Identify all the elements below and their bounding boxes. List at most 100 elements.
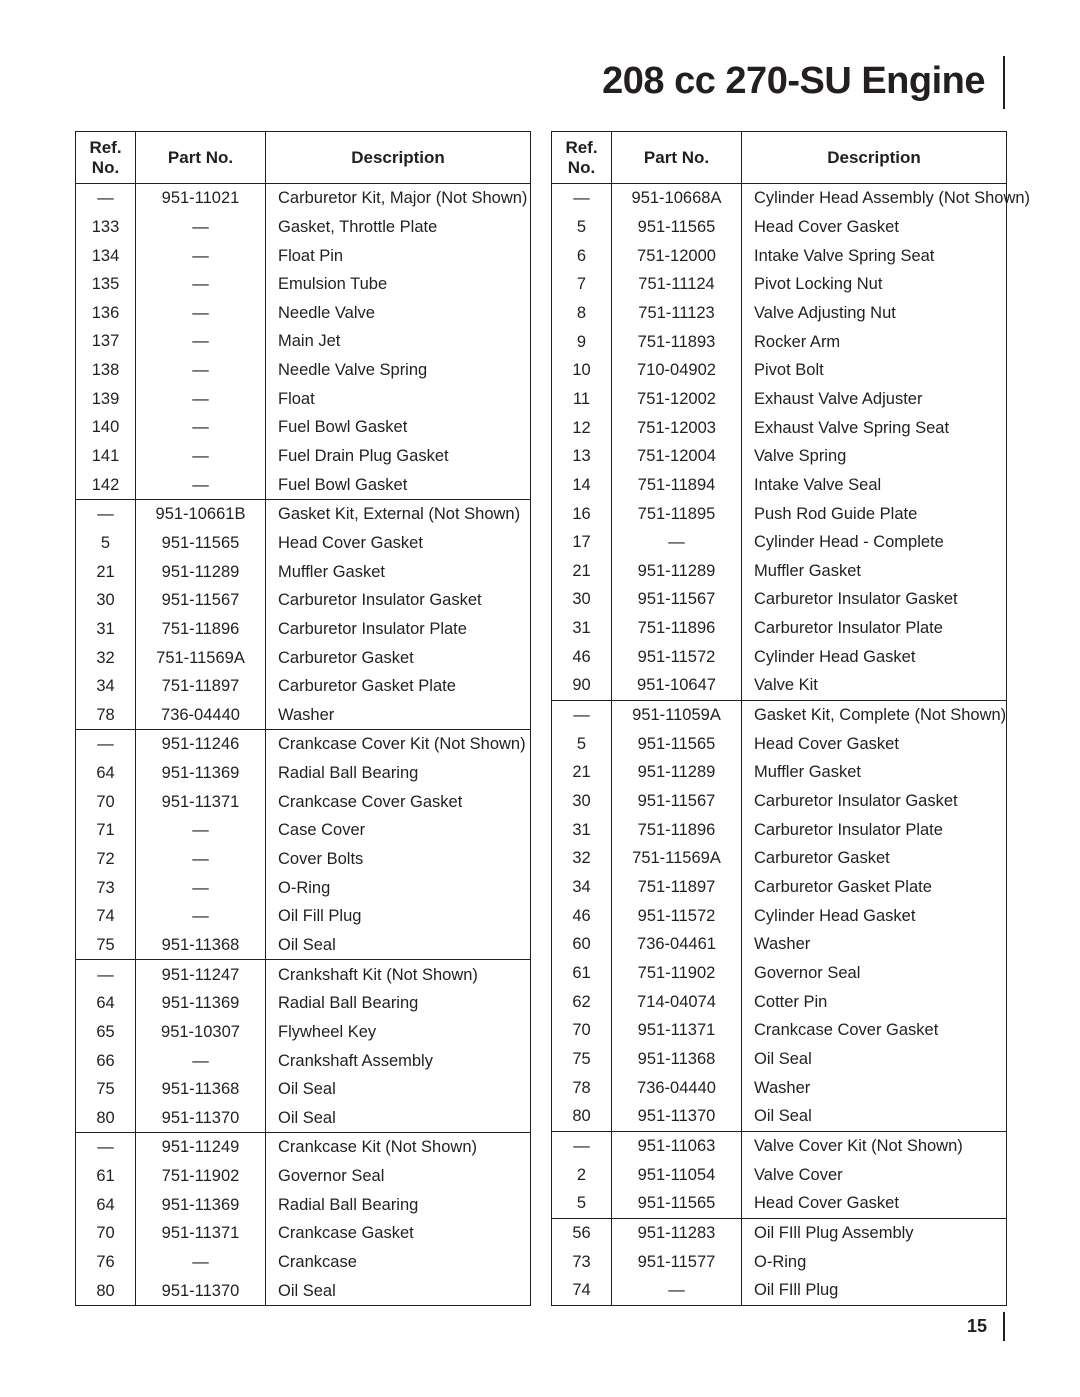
table-row: 62714-04074Cotter Pin — [552, 987, 1007, 1016]
cell-part: 751-11893 — [612, 327, 742, 356]
cell-part: 736-04461 — [612, 930, 742, 959]
cell-desc: Washer — [742, 1073, 1007, 1102]
table-row: 21951-11289Muffler Gasket — [552, 758, 1007, 787]
table-row: 133—Gasket, Throttle Plate — [76, 213, 531, 242]
cell-part: — — [136, 816, 266, 845]
cell-part: — — [136, 1046, 266, 1075]
cell-part: 951-11371 — [136, 1219, 266, 1248]
cell-desc: Cover Bolts — [266, 845, 531, 874]
cell-desc: Crankcase Cover Gasket — [266, 788, 531, 817]
cell-desc: Gasket Kit, Complete (Not Shown) — [742, 700, 1007, 729]
cell-desc: Exhaust Valve Spring Seat — [742, 413, 1007, 442]
table-row: 139—Float — [76, 385, 531, 414]
cell-part: 951-11572 — [612, 643, 742, 672]
cell-ref: 10 — [552, 356, 612, 385]
cell-ref: 76 — [76, 1248, 136, 1277]
page: 208 cc 270-SU Engine Ref.No.Part No.Desc… — [0, 0, 1080, 1397]
table-row: 141—Fuel Drain Plug Gasket — [76, 442, 531, 471]
cell-desc: Carburetor Insulator Gasket — [742, 787, 1007, 816]
cell-ref: 34 — [552, 873, 612, 902]
table-row: 34751-11897Carburetor Gasket Plate — [552, 873, 1007, 902]
cell-ref: 12 — [552, 413, 612, 442]
cell-part: 951-11247 — [136, 960, 266, 989]
table-row: 8751-11123Valve Adjusting Nut — [552, 299, 1007, 328]
cell-desc: Intake Valve Seal — [742, 471, 1007, 500]
cell-part: — — [136, 902, 266, 931]
cell-desc: Radial Ball Bearing — [266, 989, 531, 1018]
cell-desc: Fuel Bowl Gasket — [266, 471, 531, 500]
cell-ref: 61 — [76, 1162, 136, 1191]
cell-part: 751-11569A — [136, 643, 266, 672]
table-row: —951-11246Crankcase Cover Kit (Not Shown… — [76, 730, 531, 759]
cell-desc: Valve Adjusting Nut — [742, 299, 1007, 328]
table-row: 13751-12004Valve Spring — [552, 442, 1007, 471]
table-row: 32751-11569ACarburetor Gasket — [552, 844, 1007, 873]
cell-ref: — — [552, 184, 612, 213]
cell-ref: 80 — [76, 1276, 136, 1305]
table-row: —951-11247Crankshaft Kit (Not Shown) — [76, 960, 531, 989]
cell-part: 736-04440 — [136, 701, 266, 730]
cell-desc: Radial Ball Bearing — [266, 759, 531, 788]
cell-part: — — [136, 299, 266, 328]
cell-desc: Carburetor Kit, Major (Not Shown) — [266, 184, 531, 213]
table-row: 78736-04440Washer — [76, 701, 531, 730]
cell-ref: 7 — [552, 270, 612, 299]
cell-ref: — — [76, 1133, 136, 1162]
cell-desc: Needle Valve — [266, 299, 531, 328]
cell-ref: 78 — [552, 1073, 612, 1102]
cell-ref: 16 — [552, 499, 612, 528]
cell-desc: Head Cover Gasket — [742, 1189, 1007, 1218]
cell-part: — — [136, 213, 266, 242]
table-row: 80951-11370Oil Seal — [76, 1104, 531, 1133]
cell-ref: 71 — [76, 816, 136, 845]
cell-ref: 13 — [552, 442, 612, 471]
cell-ref: 5 — [552, 1189, 612, 1218]
cell-part: 951-11567 — [136, 586, 266, 615]
table-row: 5951-11565Head Cover Gasket — [76, 529, 531, 558]
cell-part: — — [136, 442, 266, 471]
cell-ref: 14 — [552, 471, 612, 500]
table-row: 76—Crankcase — [76, 1248, 531, 1277]
cell-ref: 136 — [76, 299, 136, 328]
cell-desc: Head Cover Gasket — [266, 529, 531, 558]
cell-ref: 17 — [552, 528, 612, 557]
cell-ref: 30 — [552, 787, 612, 816]
cell-desc: Muffler Gasket — [742, 557, 1007, 586]
parts-table-right: Ref.No.Part No.Description—951-10668ACyl… — [551, 131, 1007, 1306]
cell-part: 951-11577 — [612, 1247, 742, 1276]
table-row: 137—Main Jet — [76, 327, 531, 356]
table-row: 75951-11368Oil Seal — [76, 931, 531, 960]
cell-desc: Head Cover Gasket — [742, 730, 1007, 759]
cell-desc: Pivot Bolt — [742, 356, 1007, 385]
cell-desc: Carburetor Gasket Plate — [266, 672, 531, 701]
cell-desc: Needle Valve Spring — [266, 356, 531, 385]
cell-ref: 30 — [76, 586, 136, 615]
cell-part: 751-12000 — [612, 241, 742, 270]
cell-ref: 66 — [76, 1046, 136, 1075]
cell-part: — — [136, 385, 266, 414]
cell-desc: Carburetor Insulator Plate — [742, 614, 1007, 643]
cell-part: 951-11565 — [612, 1189, 742, 1218]
table-row: 78736-04440Washer — [552, 1073, 1007, 1102]
table-row: 71—Case Cover — [76, 816, 531, 845]
cell-ref: 60 — [552, 930, 612, 959]
cell-part: 751-11897 — [136, 672, 266, 701]
cell-part: — — [136, 1248, 266, 1277]
cell-ref: 140 — [76, 413, 136, 442]
table-row: 75951-11368Oil Seal — [552, 1045, 1007, 1074]
cell-part: — — [136, 241, 266, 270]
cell-part: 951-11567 — [612, 585, 742, 614]
cell-part: 951-11369 — [136, 1191, 266, 1220]
page-number: 15 — [967, 1316, 1005, 1337]
cell-ref: 141 — [76, 442, 136, 471]
cell-desc: Valve Cover Kit (Not Shown) — [742, 1131, 1007, 1160]
cell-ref: 32 — [552, 844, 612, 873]
cell-ref: 21 — [76, 557, 136, 586]
cell-ref: 74 — [552, 1276, 612, 1306]
cell-desc: Pivot Locking Nut — [742, 270, 1007, 299]
table-row: 31751-11896Carburetor Insulator Plate — [552, 614, 1007, 643]
cell-part: 951-11283 — [612, 1218, 742, 1247]
cell-desc: Oil FIll Plug Assembly — [742, 1218, 1007, 1247]
cell-desc: Oil Seal — [266, 1104, 531, 1133]
cell-ref: 73 — [76, 873, 136, 902]
